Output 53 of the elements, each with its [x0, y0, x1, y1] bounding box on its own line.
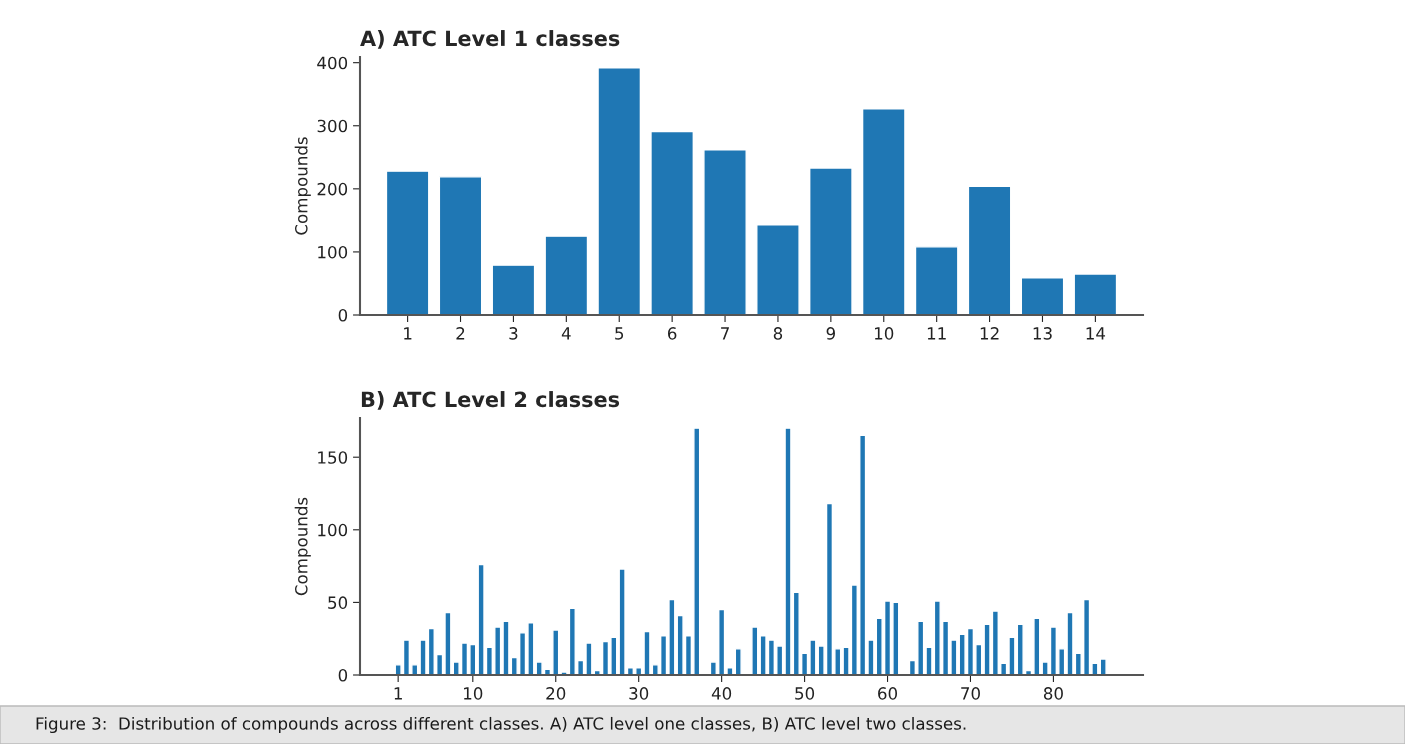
- bar: [1099, 658, 1107, 675]
- bar: [650, 130, 694, 315]
- bar: [1073, 273, 1118, 315]
- x-tick-label: 11: [927, 327, 946, 340]
- bar: [756, 224, 800, 315]
- y-tick-label: 0: [338, 308, 348, 322]
- y-tick-label: 150: [318, 451, 348, 464]
- y-tick-label: 50: [328, 596, 348, 609]
- bar: [751, 626, 759, 675]
- bar: [597, 67, 642, 315]
- x-tick-label: 12: [980, 327, 999, 340]
- x-tick-label: 50: [795, 687, 815, 700]
- x-tick-label: 8: [773, 327, 783, 340]
- x-tick-label: 80: [1043, 687, 1063, 700]
- x-tick-label: 1: [404, 327, 412, 340]
- x-tick-label: 10: [464, 687, 483, 700]
- caption: Figure 3: Distribution of compounds across different classes. A) ATC level one classes, B) ATC level two classes.: [36, 716, 966, 734]
- y-tick-label: 100: [318, 245, 348, 259]
- bar: [914, 246, 959, 315]
- x-tick-label: 20: [546, 687, 566, 700]
- y-tick-label: 200: [317, 182, 348, 196]
- y-tick-label: 400: [317, 56, 348, 70]
- x-tick-label: 14: [1086, 327, 1106, 340]
- y-tick-label: 100: [318, 523, 348, 537]
- x-tick-label: 1: [394, 687, 402, 700]
- bar: [438, 176, 483, 315]
- chart-title: A) ATC Level 1 classes: [360, 30, 620, 49]
- bar: [544, 235, 589, 315]
- bar: [1020, 277, 1065, 315]
- bar: [809, 167, 853, 315]
- bar: [861, 108, 906, 315]
- bar: [385, 170, 430, 315]
- x-tick-label: 40: [711, 687, 732, 700]
- bar: [967, 185, 1012, 315]
- bar: [703, 149, 747, 315]
- x-tick-label: 4: [561, 327, 571, 340]
- x-tick-label: 9: [826, 327, 835, 340]
- y-tick-label: 0: [338, 668, 348, 682]
- x-tick-label: 2: [456, 327, 465, 340]
- x-tick-label: 3: [509, 327, 518, 340]
- y-axis-title: Compounds: [294, 497, 311, 596]
- x-tick-label: 10: [874, 327, 894, 340]
- x-tick-label: 13: [1033, 327, 1052, 340]
- bar: [491, 264, 536, 315]
- chart-title: B) ATC Level 2 classes: [361, 391, 620, 410]
- x-tick-label: 5: [615, 327, 624, 340]
- y-axis-title: Compounds: [294, 137, 311, 235]
- x-tick-label: 30: [629, 687, 649, 700]
- x-tick-label: 60: [878, 687, 898, 700]
- y-tick-label: 300: [317, 119, 348, 133]
- x-tick-label: 7: [721, 327, 729, 340]
- x-tick-label: 70: [961, 687, 980, 700]
- x-tick-label: 6: [668, 327, 677, 340]
